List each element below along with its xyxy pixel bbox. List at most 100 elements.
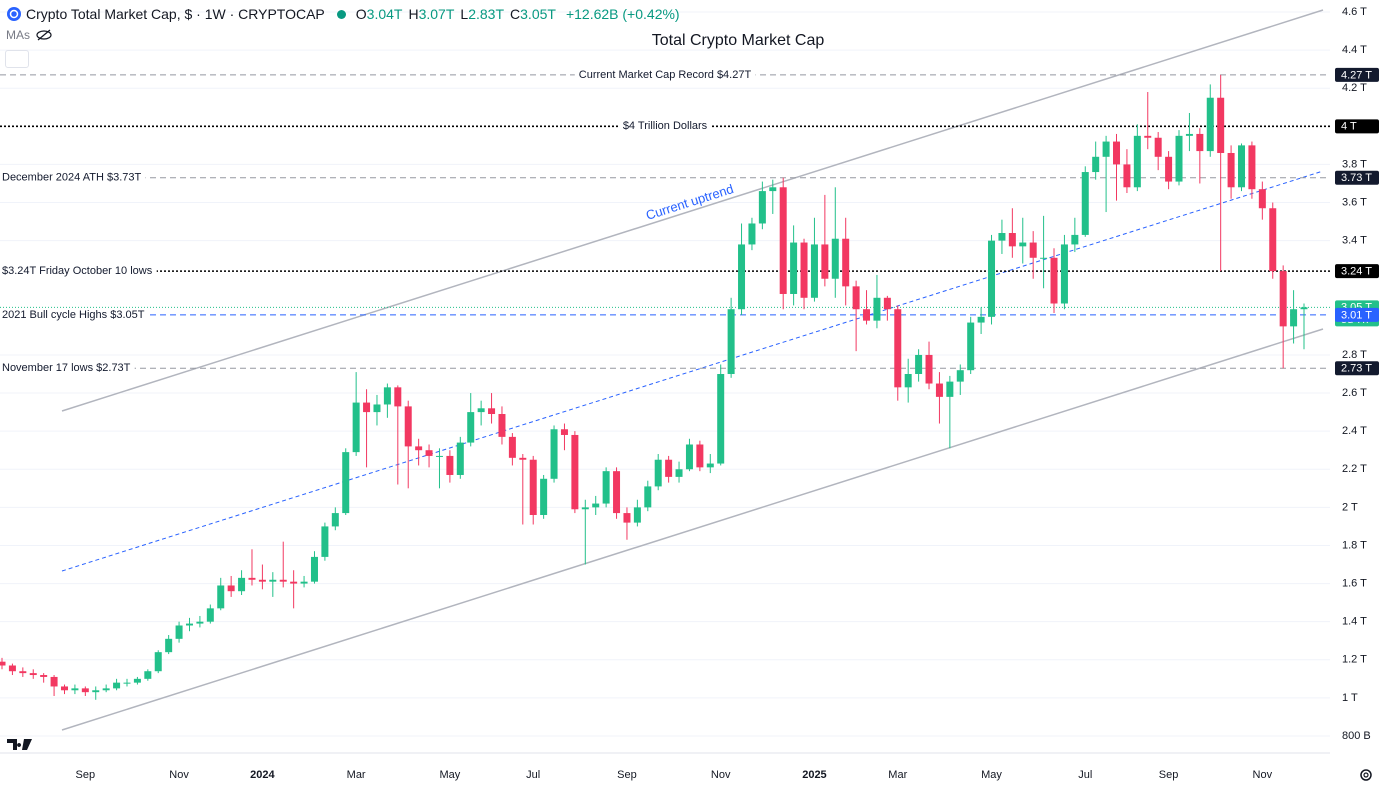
candle-body [852,286,860,310]
x-tick-label: May [439,769,460,781]
symbol-icon-circle [7,7,21,21]
gear-icon[interactable] [1360,769,1372,781]
candle-body [571,434,579,510]
candle-body [363,402,371,413]
candle-body [165,638,173,653]
candle-body [613,471,621,514]
indicators-row: MAs [6,28,52,42]
levels: Current Market Cap Record $4.27T $4 Trill… [0,68,1330,375]
candle-body [581,507,589,510]
level-tag: 4.27 T [1341,69,1372,81]
indicator-name[interactable]: MAs [6,28,30,42]
quote-value: 3.05T [520,6,556,22]
quote-value: 2.83T [468,6,505,22]
x-tick-label: Jul [526,769,540,781]
upper-channel-line [61,9,1324,412]
candle-body [769,187,777,192]
candle-body [19,671,27,674]
eye[interactable] [36,30,52,40]
candle-body [1279,271,1287,327]
mid-trend-line [61,170,1324,572]
candle-body [508,436,516,458]
tv-logo [7,739,32,750]
level-label: November 17 lows $2.73T [2,362,131,374]
candle-body [1154,137,1162,157]
candle-body [633,507,641,523]
quote: O 3.04T H 3.07T L 2.83T C 3.05T [356,6,562,22]
collapse-button[interactable] [5,50,29,68]
candle-body [915,354,923,374]
quote-key: C [510,6,521,22]
level-tag-bg [1335,361,1379,376]
candle-body [446,455,454,475]
candle-body [665,459,673,477]
candle-body [790,242,798,294]
level-label: 2021 Bull cycle Highs $3.05T [2,309,145,321]
grid [0,11,1330,754]
candle-body [800,242,808,298]
candle-body [175,625,183,639]
y-tick-label: 2.6 T [1342,387,1367,399]
symbol-name[interactable]: Crypto Total Market Cap, $ · 1W · CRYPTO… [26,6,325,22]
level-label-bg [0,171,146,184]
candle-body [748,223,756,245]
candle-body [40,675,48,677]
candle-body [415,446,423,451]
candle-body [1019,242,1027,247]
gear-center[interactable] [1363,772,1369,778]
candle-body [279,579,287,582]
candle-body [1133,135,1141,188]
candle-body [383,387,391,405]
candle-body [706,463,714,468]
candle-body [894,309,902,388]
level-tag-bg [1335,170,1379,185]
quote-value: 3.04T [366,6,403,22]
y-tick-label: 800 B [1342,730,1371,742]
candle-body [529,459,537,515]
candle-body [1248,145,1256,190]
level-label: $3.24T Friday October 10 lows [2,265,153,277]
level-label: Current Market Cap Record $4.27T [579,69,752,81]
candle-body [113,682,121,689]
candle-body [1071,234,1079,245]
candle-body [519,457,527,460]
x-tick-label: 2024 [250,769,275,781]
y-tick-label: 2.4 T [1342,425,1367,437]
eye-slash[interactable] [37,29,51,41]
candle-body [60,686,68,691]
candle-body [738,244,746,310]
level-label-bg [618,120,712,133]
price-axis: 800 B 1 T 1.2 T 1.4 T 1.6 T 1.8 T 2 T 2.2 T 2.4 … [76,6,1379,781]
change: +12.62B (+0.42%) [565,6,680,22]
candle-body [331,513,339,527]
level-tag: 2.73 T [1341,363,1372,375]
legend-header: Crypto Total Market Cap, $ · 1W · CRYPTO… [6,4,686,24]
x-tick-label: May [981,769,1002,781]
candle-body [123,682,131,684]
candle-body [654,459,662,487]
candle-body [92,690,100,693]
candle-body [540,478,548,515]
y-tick-label: 1.4 T [1342,616,1367,628]
candle-body [8,665,16,672]
candle-body [0,661,6,666]
symbol-icon [7,7,21,21]
candle-body [977,316,985,323]
level-tag: 4 T [1341,121,1357,133]
y-tick-label: 2 T [1342,501,1358,513]
x-tick-label: Mar [888,769,907,781]
candle-body [602,471,610,504]
candle-body [404,406,412,447]
level-label: $4 Trillion Dollars [623,120,708,132]
y-tick-label: 3.8 T [1342,158,1367,170]
candle-body [154,652,162,672]
candle-body [904,373,912,388]
candle-body [1144,135,1152,138]
candle-body [1029,242,1037,258]
x-tick-label: Sep [617,769,637,781]
candle-body [550,429,558,479]
hide-icon[interactable] [36,29,52,41]
settings-button[interactable] [1360,769,1372,781]
quote-key: L [460,6,469,22]
